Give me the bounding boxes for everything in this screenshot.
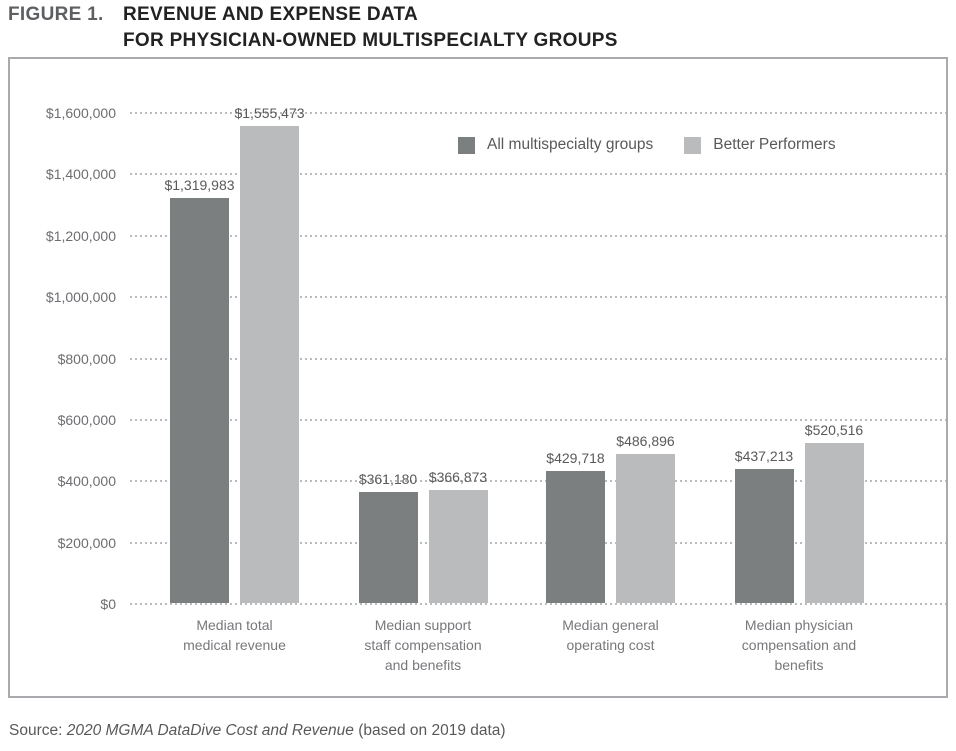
y-tick-label: $1,200,000	[45, 227, 116, 244]
category-label-line: benefits	[774, 657, 824, 673]
bar-value-label: $429,718	[546, 450, 605, 467]
category-label: Median total medical revenue	[140, 615, 330, 655]
gridline	[130, 541, 946, 544]
category-label-line: and benefits	[384, 657, 462, 673]
category-label: Median general operating cost	[516, 615, 706, 655]
category-label-line: Median physician	[744, 617, 854, 633]
category-label-line: Median general	[562, 617, 659, 633]
gridline	[130, 234, 946, 237]
bar-value-label: $366,873	[428, 469, 488, 486]
title-line-2: FOR PHYSICIAN-OWNED MULTISPECIALTY GROUP…	[8, 28, 618, 54]
gridline	[130, 112, 946, 114]
category-label-line: staff compensation	[364, 637, 482, 653]
source-suffix: (based on 2019 data)	[353, 722, 506, 739]
source-citation: 2020 MGMA DataDive Cost and Revenue	[66, 722, 354, 739]
legend-label-better-performers: Better Performers	[713, 136, 836, 153]
legend-swatch-all-multispecialty-groups	[458, 136, 475, 154]
bar-value-label: $1,319,983	[164, 176, 235, 193]
category-label-line: medical revenue	[183, 637, 286, 653]
figure-title: FIGURE 1. REVENUE AND EXPENSE DATA FOR PH…	[8, 2, 618, 54]
category-label-line: Median support	[374, 617, 472, 633]
category-label-line: operating cost	[566, 637, 655, 653]
bar-better-performers	[240, 125, 299, 603]
bar-value-label: $1,555,473	[234, 104, 305, 121]
title-text-line2: FOR PHYSICIAN-OWNED MULTISPECIALTY GROUP…	[123, 30, 618, 51]
bar-value-label: $486,896	[616, 432, 675, 449]
bar-all-multispecialty-groups	[546, 471, 605, 603]
y-tick-label: $0	[100, 596, 116, 612]
title-text-line1: REVENUE AND EXPENSE DATA	[123, 4, 419, 25]
gridline	[130, 296, 946, 299]
gridline	[130, 603, 946, 605]
bar-value-label: $437,213	[734, 447, 794, 464]
bar-value-label: $520,516	[804, 422, 864, 439]
gridline	[130, 418, 946, 421]
y-tick-label: $800,000	[57, 350, 116, 367]
category-label-line: Median total	[196, 617, 273, 633]
bar-better-performers	[428, 490, 488, 603]
category-label: Median physician compensation and benefits	[704, 615, 894, 675]
gridline	[130, 357, 946, 360]
y-tick-label: $400,000	[57, 473, 116, 490]
y-tick-label: $1,600,000	[45, 105, 116, 121]
bar-value-label: $361,180	[358, 471, 418, 488]
category-label: Median support staff compensation and bene…	[328, 615, 518, 675]
source-prefix: Source:	[9, 722, 67, 739]
legend-swatch-better-performers	[684, 136, 702, 154]
y-tick-label: $200,000	[57, 534, 116, 551]
bar-better-performers	[804, 443, 864, 603]
bar-all-multispecialty-groups	[358, 492, 418, 603]
plot-area: $0 $200,000 $400,000 $600,000 $800,000 $1,000…	[10, 59, 946, 696]
bar-better-performers	[616, 453, 675, 603]
legend: All multispecialty groups Better Perform…	[458, 136, 836, 154]
category-label-line: compensation and	[741, 637, 857, 653]
legend-label-all-multispecialty-groups: All multispecialty groups	[487, 136, 654, 153]
gridline	[130, 173, 946, 176]
y-tick-label: $1,400,000	[45, 166, 116, 183]
gridline	[130, 480, 946, 483]
bar-all-multispecialty-groups	[734, 468, 794, 603]
figure-number-label: FIGURE 1.	[8, 4, 104, 25]
chart-frame: $0 $200,000 $400,000 $600,000 $800,000 $1,000…	[8, 57, 948, 698]
source-line: Source: 2020 MGMA DataDive Cost and Reve…	[9, 722, 506, 740]
y-tick-label: $1,000,000	[45, 289, 116, 306]
title-line-1: FIGURE 1. REVENUE AND EXPENSE DATA	[8, 2, 618, 28]
bar-all-multispecialty-groups	[170, 197, 229, 603]
y-tick-label: $600,000	[57, 411, 116, 428]
